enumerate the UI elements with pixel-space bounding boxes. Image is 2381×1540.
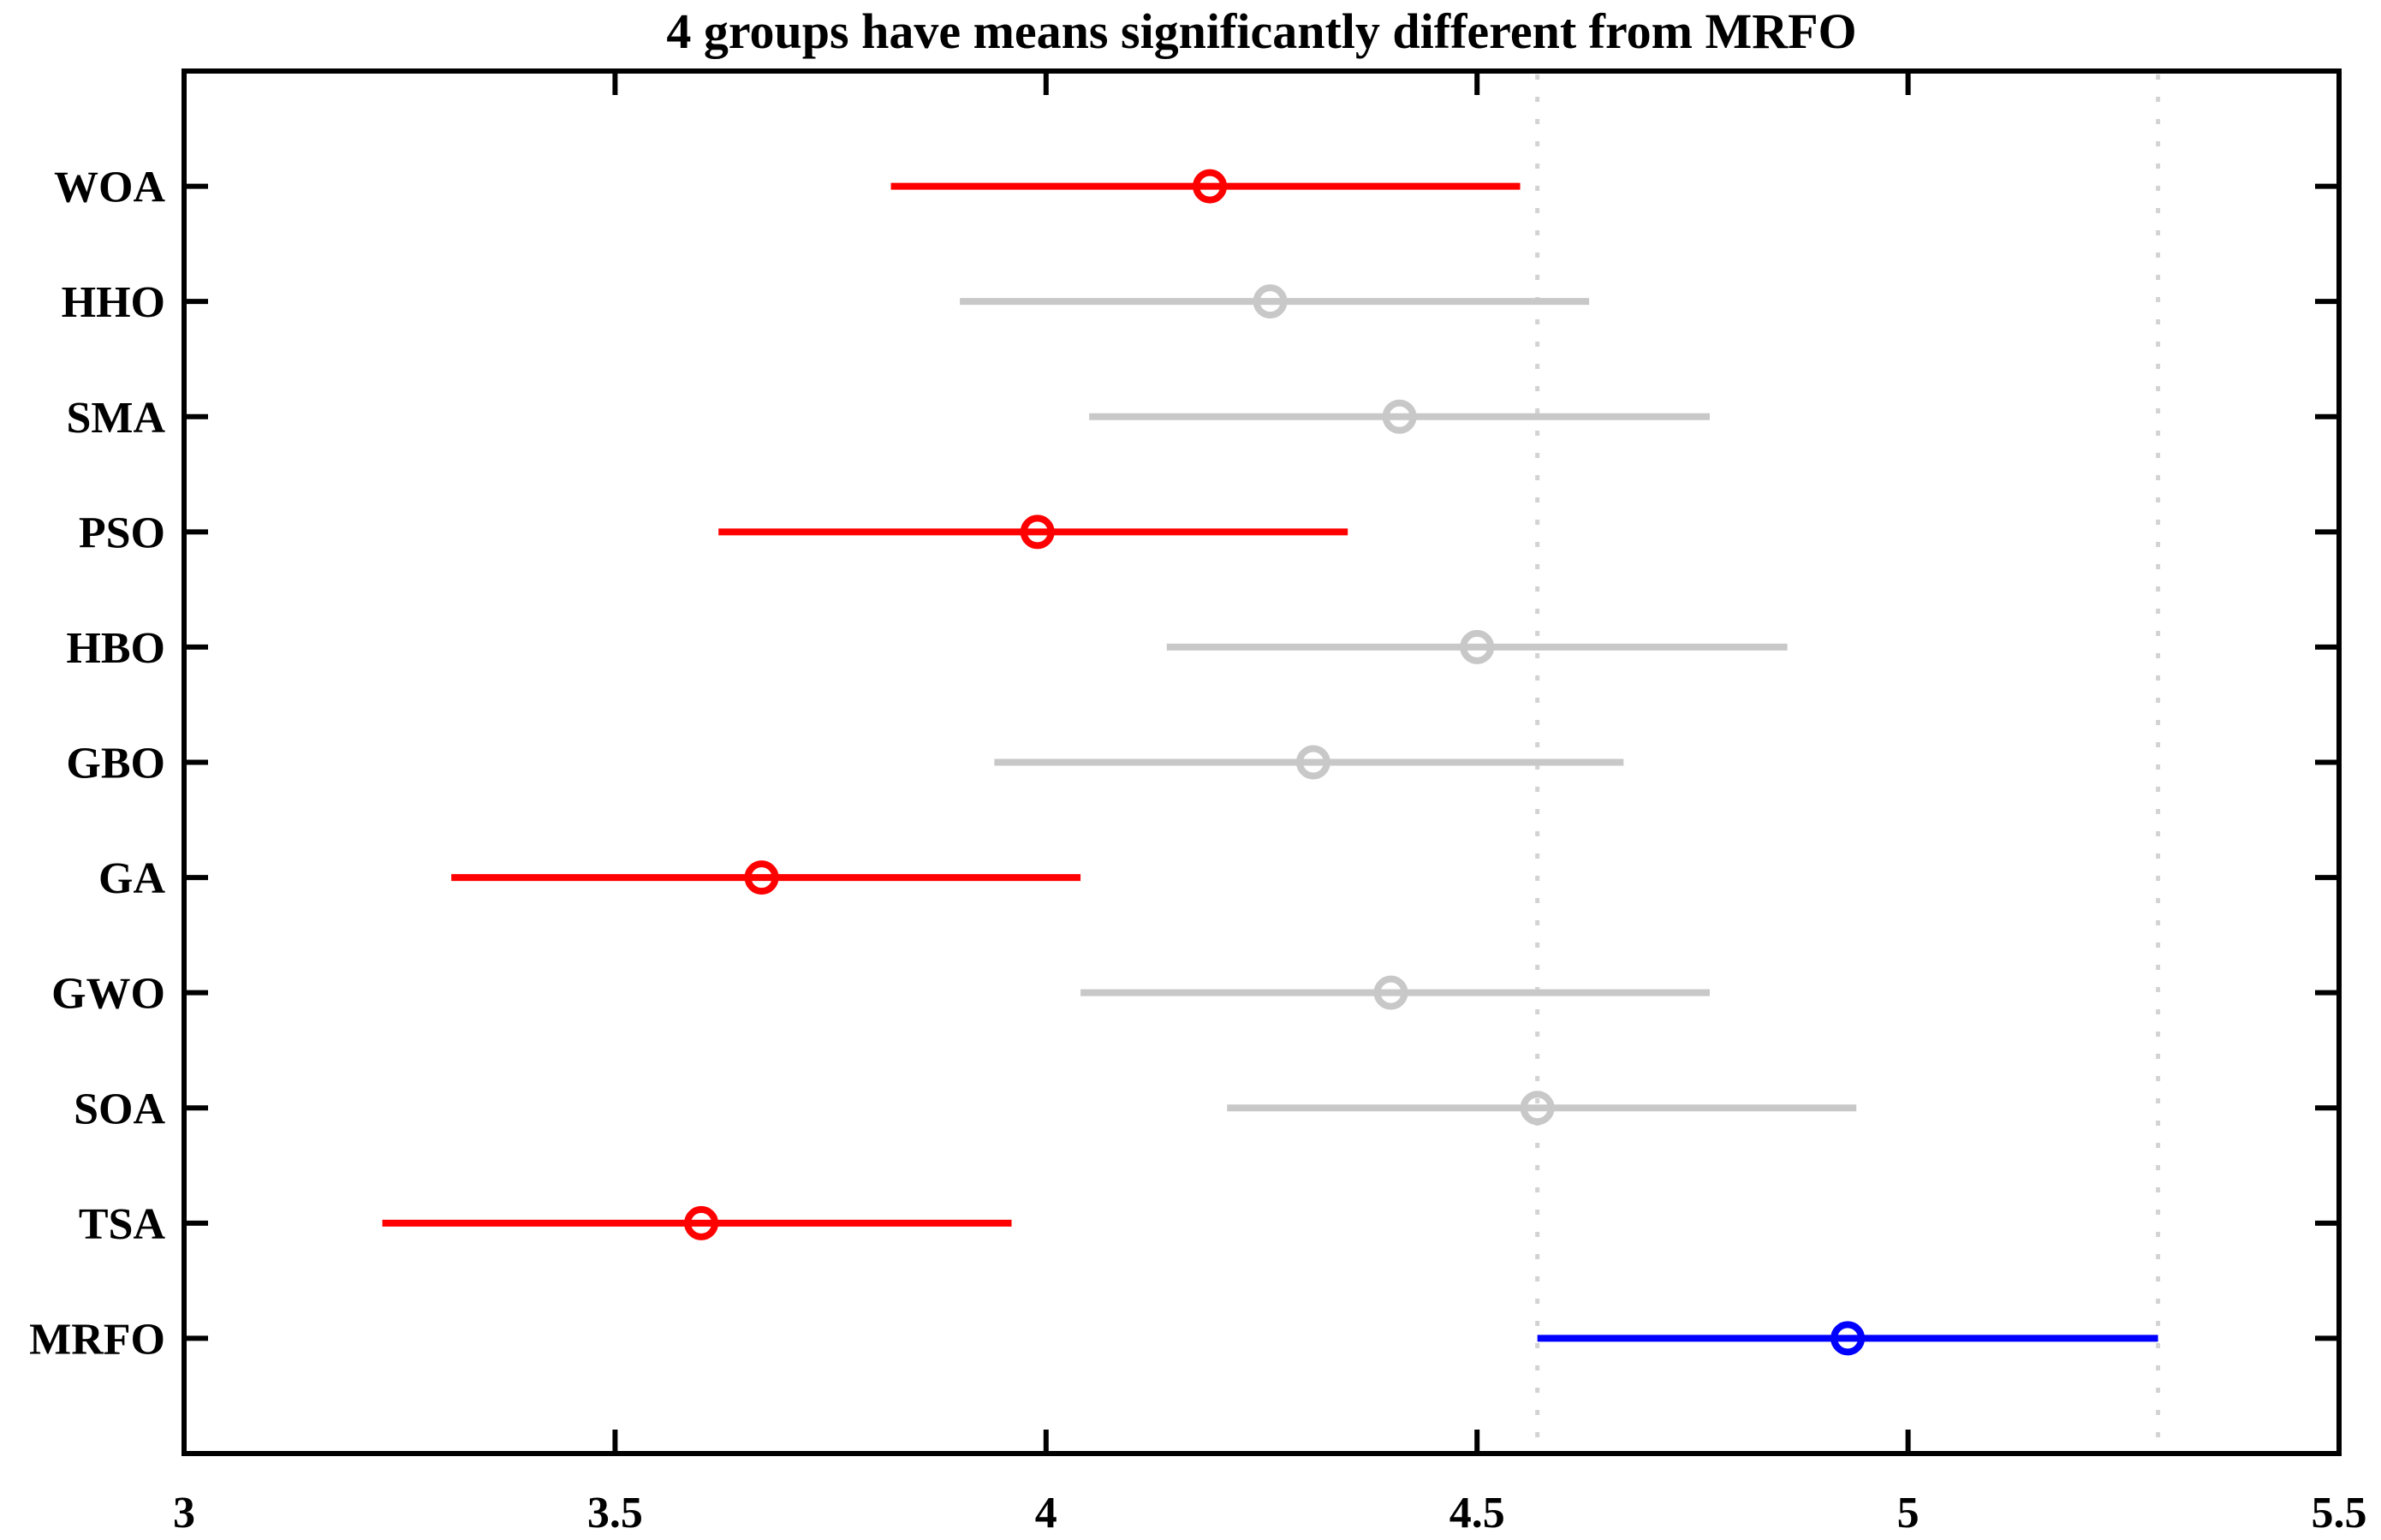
y-tick-label-hho: HHO — [62, 278, 165, 327]
x-tick-label: 3 — [173, 1489, 195, 1537]
mean-marker-soa — [1520, 1091, 1555, 1126]
y-tick-label-pso: PSO — [79, 508, 165, 557]
mean-marker-tsa — [684, 1205, 719, 1240]
y-tick-label-soa: SOA — [74, 1085, 165, 1133]
mean-marker-sma — [1382, 399, 1417, 434]
y-tick-label-gwo: GWO — [51, 970, 165, 1019]
mean-marker-gwo — [1373, 975, 1408, 1010]
mean-marker-gbo — [1295, 745, 1330, 780]
x-tick-label: 5 — [1897, 1489, 1920, 1537]
y-tick-label-woa: WOA — [54, 164, 165, 212]
axes-box — [182, 68, 2342, 1456]
mean-marker-pso — [1020, 514, 1055, 550]
mean-marker-hbo — [1460, 629, 1495, 664]
y-tick-label-sma: SMA — [66, 394, 165, 443]
y-tick-label-ga: GA — [98, 854, 165, 903]
x-tick-label: 4.5 — [1449, 1489, 1505, 1537]
y-tick-label-gbo: GBO — [66, 740, 165, 788]
mean-marker-mrfo — [1830, 1321, 1866, 1356]
x-tick-label: 5.5 — [2312, 1489, 2367, 1537]
mean-marker-hho — [1253, 284, 1288, 319]
mean-marker-ga — [744, 860, 779, 895]
y-tick-label-hbo: HBO — [66, 624, 165, 673]
mean-marker-woa — [1193, 169, 1228, 204]
y-tick-label-mrfo: MRFO — [29, 1315, 165, 1364]
y-tick-label-tsa: TSA — [79, 1200, 166, 1249]
x-tick-label: 3.5 — [587, 1489, 643, 1537]
x-tick-label: 4 — [1035, 1489, 1057, 1537]
chart-title: 4 groups have means significantly differ… — [666, 3, 1856, 59]
